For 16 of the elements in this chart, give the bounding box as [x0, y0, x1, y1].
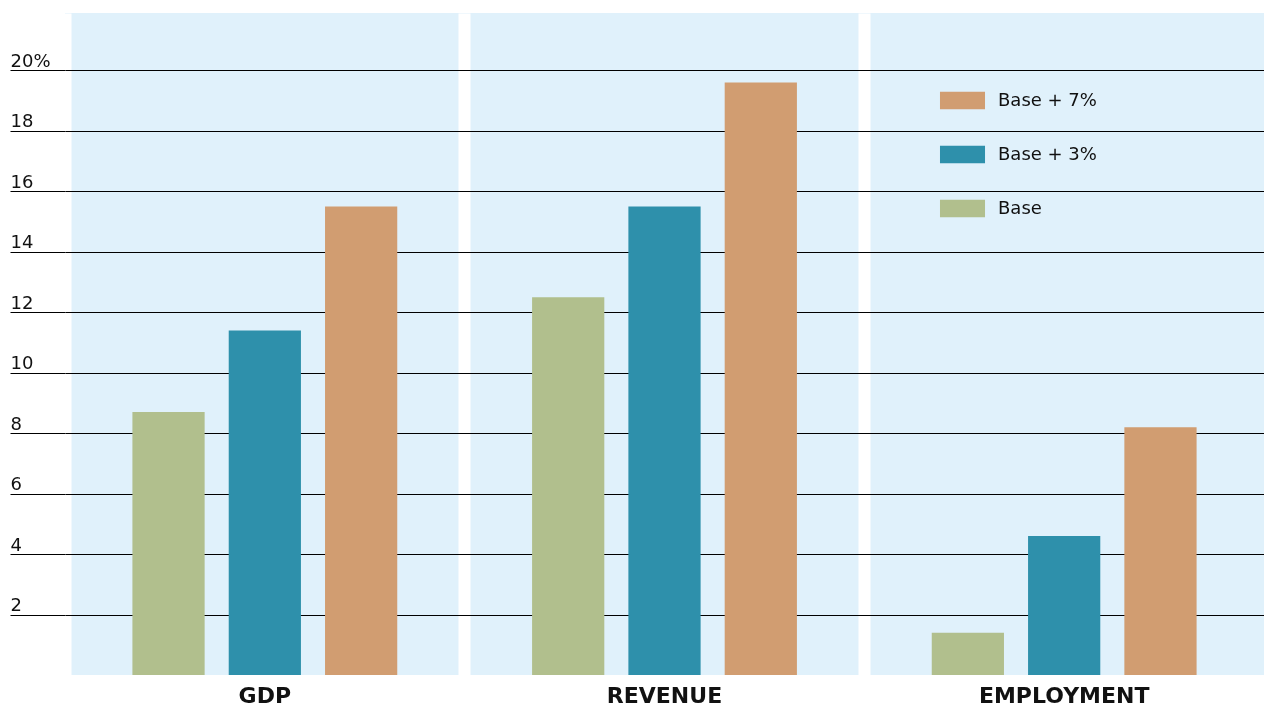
y-tick-label: 20%	[10, 49, 51, 71]
y-tick-label: 4	[10, 533, 22, 555]
y-tick-label: 10	[10, 352, 34, 374]
y-tick-label: 16	[10, 170, 34, 192]
y-tick-label: 14	[10, 231, 34, 253]
y-tick-label: 8	[10, 412, 22, 434]
x-tick-label: REVENUE	[606, 682, 723, 708]
y-tick-label: 18	[10, 110, 34, 132]
y-tick-label: 6	[10, 473, 22, 495]
legend-label: Base + 3%	[998, 142, 1097, 164]
x-tick-label: EMPLOYMENT	[978, 682, 1150, 708]
legend-label: Base	[998, 196, 1042, 218]
legend-label: Base + 7%	[998, 88, 1097, 110]
y-tick-label: 2	[10, 594, 22, 616]
y-tick-label: 12	[10, 291, 34, 313]
x-tick-label: GDP	[238, 682, 292, 708]
